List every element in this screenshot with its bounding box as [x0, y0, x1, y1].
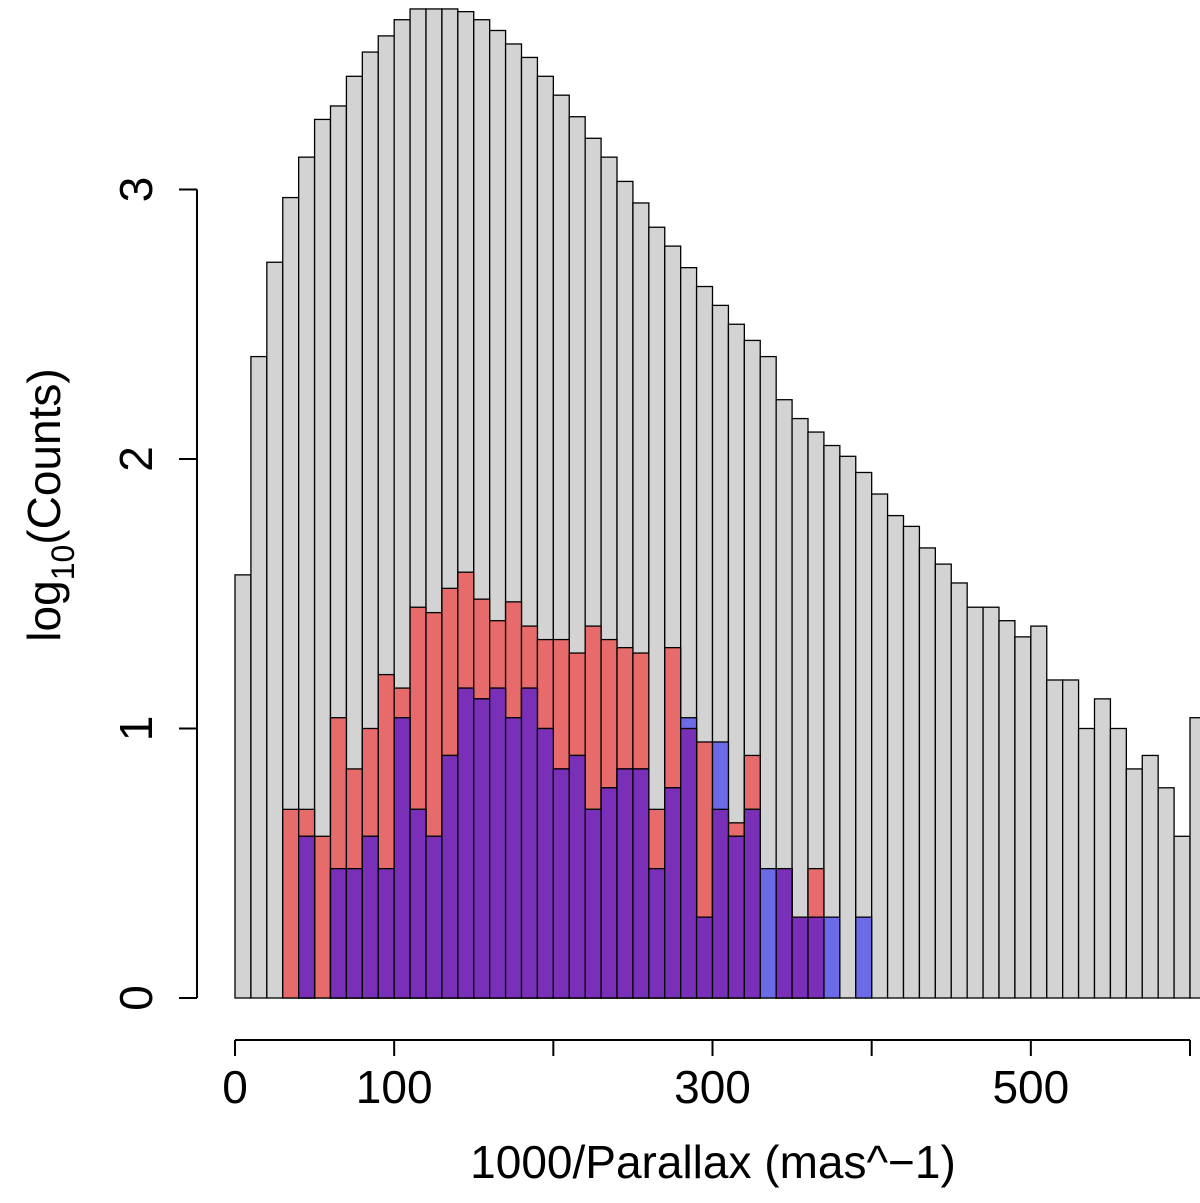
bar-overlap-4: [298, 835, 316, 999]
bar-red-5: [313, 835, 332, 999]
bar-overlap-24: [616, 768, 634, 999]
bar-all-51: [1046, 679, 1064, 999]
bar-overlap-35: [791, 916, 809, 999]
bar-overlap-27: [664, 787, 682, 999]
bar-overlap-9: [377, 867, 395, 999]
bar-overlap-14: [457, 687, 475, 999]
bar-overlap-16: [489, 687, 507, 999]
bar-overlap-29: [695, 916, 714, 999]
bar-blue-33: [759, 867, 777, 999]
bar-overlap-19: [536, 727, 554, 999]
bar-all-49: [1014, 636, 1032, 999]
bar-all-45: [950, 582, 968, 999]
bar-overlap-20: [552, 768, 570, 999]
bar-all-0: [234, 574, 252, 999]
bar-all-40: [871, 493, 889, 999]
bar-overlap-23: [600, 787, 618, 999]
x-axis: 0 100 300 500: [222, 1039, 1191, 1113]
bar-overlap-32: [743, 808, 761, 999]
bar-red-3: [282, 808, 300, 999]
bar-all-46: [966, 606, 984, 999]
bar-overlap-11: [409, 808, 427, 999]
bar-overlap-28: [680, 727, 698, 999]
x-tick-label: 0: [222, 1061, 248, 1113]
x-axis-title: 1000/Parallax (mas^−1): [470, 1136, 956, 1188]
bar-all-53: [1077, 727, 1096, 999]
y-tick-label: 2: [110, 446, 162, 472]
bar-overlap-22: [584, 808, 602, 999]
bar-all-43: [918, 547, 936, 999]
bar-all-57: [1141, 754, 1159, 999]
bar-blue-39: [855, 916, 873, 999]
y-tick-label: 3: [110, 177, 162, 203]
bar-overlap-8: [361, 835, 379, 999]
bar-overlap-15: [473, 698, 491, 999]
bar-all-1: [250, 355, 268, 999]
bar-all-48: [998, 620, 1016, 999]
y-axis-title-subscript: 10: [45, 545, 81, 581]
y-tick-label: 0: [110, 985, 162, 1011]
series-all: [234, 8, 1200, 999]
y-axis-title-log: log: [18, 580, 70, 641]
bar-all-47: [982, 606, 1000, 999]
bar-all-52: [1062, 679, 1080, 999]
y-axis-title-counts: (Counts): [18, 368, 70, 544]
x-tick-label: 500: [992, 1061, 1069, 1113]
bar-overlap-6: [329, 867, 348, 999]
y-tick-label: 1: [110, 716, 162, 742]
y-axis: 0 1 2 3: [110, 177, 198, 1011]
bar-all-50: [1030, 625, 1048, 999]
bar-overlap-30: [711, 808, 730, 999]
bar-all-54: [1093, 698, 1112, 999]
bar-overlap-13: [441, 754, 459, 999]
bar-overlap-12: [425, 835, 443, 999]
bar-overlap-26: [648, 867, 666, 999]
bar-all-55: [1109, 727, 1127, 999]
bar-all-35: [791, 417, 809, 999]
bar-overlap-7: [345, 867, 363, 999]
bar-all-37: [823, 444, 841, 999]
histogram-bars: [234, 8, 1200, 999]
bar-overlap-31: [727, 835, 745, 999]
bar-all-56: [1125, 768, 1143, 999]
bar-all-42: [902, 525, 921, 999]
bar-blue-37: [823, 916, 841, 999]
series-overlap: [298, 687, 825, 999]
bar-all-58: [1157, 787, 1175, 999]
bar-all-60: [1189, 717, 1200, 999]
bar-all-38: [839, 455, 857, 999]
bar-overlap-17: [504, 717, 523, 999]
y-axis-title: log10(Counts): [18, 368, 81, 641]
bar-overlap-25: [632, 768, 650, 999]
bar-all-41: [886, 514, 905, 999]
bar-overlap-36: [807, 916, 825, 999]
bar-overlap-18: [520, 687, 539, 999]
bar-overlap-34: [775, 867, 793, 999]
x-tick-label: 100: [356, 1061, 433, 1113]
bar-all-59: [1173, 835, 1191, 999]
bar-all-44: [934, 563, 952, 999]
bar-overlap-10: [393, 717, 411, 999]
bar-all-2: [266, 261, 284, 999]
x-tick-label: 300: [674, 1061, 751, 1113]
bar-overlap-21: [568, 754, 586, 999]
